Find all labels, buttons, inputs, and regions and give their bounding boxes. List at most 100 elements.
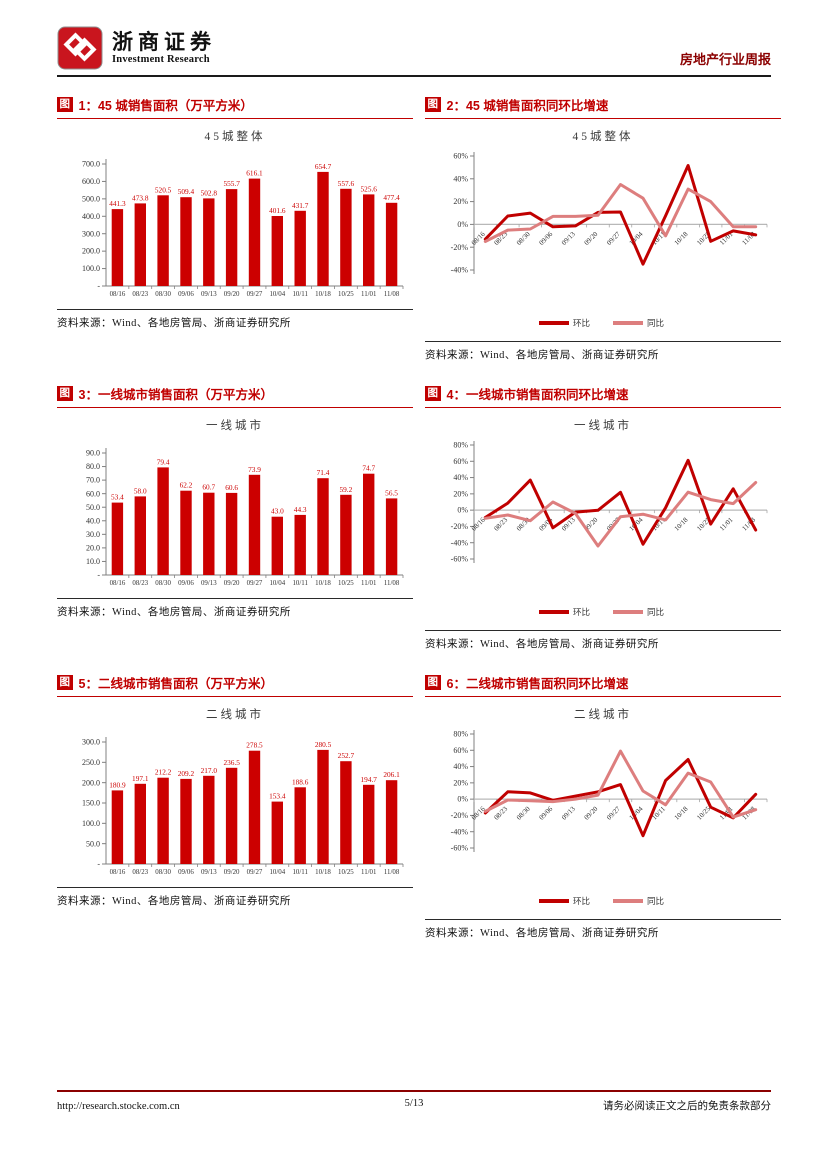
figure-2-title-row: 图 2：45 城销售面积同环比增速 — [425, 95, 781, 119]
svg-text:08/23: 08/23 — [132, 291, 148, 298]
svg-text:188.6: 188.6 — [292, 777, 309, 786]
figure-badge: 图 — [57, 97, 73, 112]
svg-text:11/01: 11/01 — [719, 516, 735, 532]
svg-text:环比: 环比 — [573, 318, 590, 328]
svg-text:80%: 80% — [453, 730, 468, 739]
svg-text:74.7: 74.7 — [362, 464, 375, 473]
svg-text:20%: 20% — [453, 778, 468, 787]
svg-text:-: - — [97, 571, 100, 580]
svg-text:10/18: 10/18 — [315, 869, 331, 876]
bar-chart-tier1: - 10.0 20.0 30.0 40.0 50.0 60.0 70.0 80.0 90.0 53.… — [86, 448, 404, 587]
zheshang-knot-icon — [57, 26, 103, 70]
svg-text:09/27: 09/27 — [606, 230, 622, 246]
svg-text:280.5: 280.5 — [315, 740, 332, 749]
svg-text:700.0: 700.0 — [82, 160, 100, 169]
svg-text:60%: 60% — [453, 746, 468, 755]
svg-text:-60%: -60% — [451, 844, 469, 853]
figure-badge: 图 — [57, 386, 73, 401]
chart-inner-title: 一线城市 — [574, 420, 632, 432]
figure-title-text: 6：二线城市销售面积同环比增速 — [446, 677, 629, 691]
footer-url[interactable]: http://research.stocke.com.cn — [57, 1101, 180, 1112]
svg-text:71.4: 71.4 — [317, 468, 330, 477]
svg-text:同比: 同比 — [647, 896, 664, 906]
bar-chart-tier2: - 50.0 100.0 150.0 200.0 250.0 300.0 180.9 197.1… — [82, 737, 404, 876]
svg-text:616.1: 616.1 — [246, 169, 263, 178]
svg-text:60%: 60% — [453, 457, 468, 466]
svg-text:20%: 20% — [453, 197, 468, 206]
svg-text:-40%: -40% — [451, 538, 469, 547]
svg-text:-20%: -20% — [451, 811, 469, 820]
svg-text:40%: 40% — [453, 174, 468, 183]
figure-badge: 图 — [425, 675, 441, 690]
figure-4-tier1-growth: 图 4：一线城市销售面积同环比增速 一线城市 -60% -40% -20% 0% 20%… — [425, 384, 781, 651]
svg-text:500.0: 500.0 — [82, 194, 100, 203]
svg-text:217.0: 217.0 — [201, 766, 218, 775]
svg-text:60.0: 60.0 — [86, 489, 100, 498]
svg-text:62.2: 62.2 — [180, 481, 193, 490]
svg-text:60.7: 60.7 — [202, 483, 215, 492]
svg-text:278.5: 278.5 — [246, 741, 263, 750]
svg-text:197.1: 197.1 — [132, 774, 149, 783]
source-line: 资料来源：Wind、各地房管局、浙商证券研究所 — [57, 887, 413, 908]
chart-inner-title: 一线城市 — [206, 420, 264, 432]
svg-text:08/16: 08/16 — [110, 291, 126, 298]
svg-text:73.9: 73.9 — [248, 465, 261, 474]
svg-text:525.6: 525.6 — [361, 184, 378, 193]
svg-text:09/06: 09/06 — [178, 869, 194, 876]
svg-text:10/18: 10/18 — [315, 291, 331, 298]
svg-text:477.4: 477.4 — [383, 193, 400, 202]
svg-text:520.5: 520.5 — [155, 185, 172, 194]
figure-5-tier2-sales-area: 图 5：二线城市销售面积（万平方米） 二线城市 - 50.0 100.0 150.0 2… — [57, 673, 413, 940]
svg-text:08/30: 08/30 — [155, 580, 171, 587]
svg-text:60%: 60% — [453, 152, 468, 161]
figure-title-text: 3：一线城市销售面积（万平方米） — [78, 388, 273, 402]
figures-grid: 图 1：45 城销售面积（万平方米） 45城整体 - 100.0 200.0 300.… — [57, 95, 781, 940]
svg-text:10/18: 10/18 — [315, 580, 331, 587]
svg-text:环比: 环比 — [573, 896, 590, 906]
svg-text:80.0: 80.0 — [86, 462, 100, 471]
svg-text:-: - — [97, 860, 100, 869]
svg-text:-60%: -60% — [451, 555, 469, 564]
svg-text:431.7: 431.7 — [292, 201, 309, 210]
svg-text:90.0: 90.0 — [86, 449, 100, 458]
svg-text:09/27: 09/27 — [247, 291, 263, 298]
figure-5-title-row: 图 5：二线城市销售面积（万平方米） — [57, 673, 413, 697]
svg-text:100.0: 100.0 — [82, 819, 100, 828]
svg-text:11/08: 11/08 — [384, 580, 400, 587]
company-logo: 浙商证券 Investment Research — [57, 26, 216, 70]
svg-text:08/30: 08/30 — [155, 869, 171, 876]
svg-text:09/20: 09/20 — [224, 580, 240, 587]
figure-4-title-row: 图 4：一线城市销售面积同环比增速 — [425, 384, 781, 408]
svg-text:-40%: -40% — [451, 827, 469, 836]
svg-text:10/04: 10/04 — [269, 869, 285, 876]
svg-text:58.0: 58.0 — [134, 486, 147, 495]
svg-text:08/30: 08/30 — [516, 230, 532, 246]
svg-text:-40%: -40% — [451, 266, 469, 275]
chart-inner-title: 二线城市 — [574, 709, 632, 721]
svg-text:20.0: 20.0 — [86, 543, 100, 552]
page-header: 浙商证券 Investment Research 房地产行业周报 — [57, 26, 771, 77]
svg-text:09/20: 09/20 — [224, 869, 240, 876]
figure-6-tier2-growth: 图 6：二线城市销售面积同环比增速 二线城市 -60% -40% -20% 0% 20%… — [425, 673, 781, 940]
svg-text:-20%: -20% — [451, 243, 469, 252]
svg-text:20%: 20% — [453, 489, 468, 498]
svg-text:236.5: 236.5 — [223, 758, 240, 767]
svg-text:60.6: 60.6 — [225, 483, 238, 492]
svg-text:400.0: 400.0 — [82, 212, 100, 221]
line-chart-45-cities-growth: -40%-20%0%20%40%60%08/16 08/23 08/30 09/06 0… — [451, 152, 768, 328]
svg-text:10/11: 10/11 — [292, 580, 308, 587]
svg-text:10/18: 10/18 — [673, 230, 689, 246]
svg-text:53.4: 53.4 — [111, 493, 124, 502]
svg-text:654.7: 654.7 — [315, 162, 332, 171]
svg-text:555.7: 555.7 — [223, 179, 240, 188]
svg-text:209.2: 209.2 — [178, 769, 195, 778]
svg-text:40%: 40% — [453, 473, 468, 482]
svg-text:11/08: 11/08 — [384, 869, 400, 876]
svg-text:150.0: 150.0 — [82, 799, 100, 808]
svg-text:09/06: 09/06 — [178, 291, 194, 298]
svg-text:40%: 40% — [453, 762, 468, 771]
source-line: 资料来源：Wind、各地房管局、浙商证券研究所 — [57, 309, 413, 330]
svg-text:10/18: 10/18 — [673, 516, 689, 532]
figure-title-text: 5：二线城市销售面积（万平方米） — [78, 677, 273, 691]
